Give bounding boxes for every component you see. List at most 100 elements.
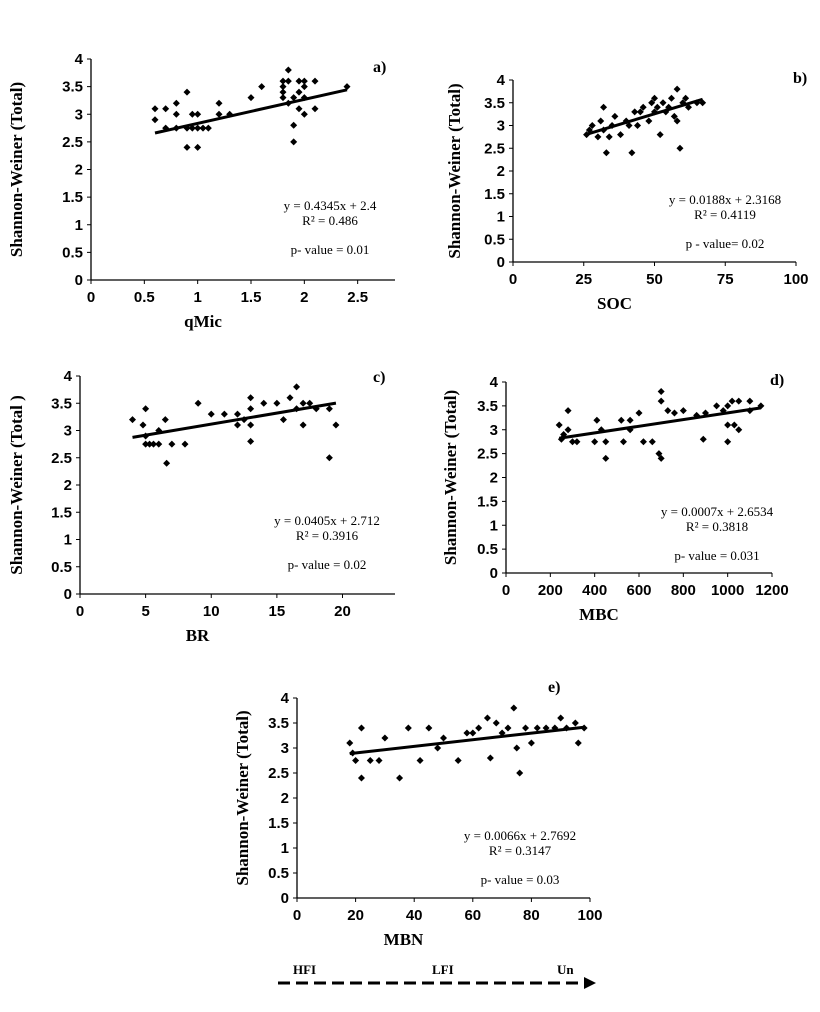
trend-line: [349, 725, 585, 756]
data-point: [434, 744, 442, 752]
data-point: [381, 734, 389, 742]
x-tick-label: 1200: [755, 582, 788, 599]
trend-line: [132, 401, 337, 439]
x-tick-label: 0: [509, 271, 517, 288]
y-tick-label: 1.5: [62, 189, 83, 206]
p-value: p- value = 0.03: [481, 872, 560, 887]
x-tick-label: 50: [646, 271, 663, 288]
x-tick-label: 20: [347, 907, 364, 924]
x-tick-label: 1: [193, 289, 201, 306]
data-point: [670, 112, 678, 120]
footer-lfi: LFI: [432, 962, 454, 977]
data-point: [279, 77, 287, 85]
x-tick-label: 75: [717, 271, 734, 288]
data-point: [557, 714, 565, 722]
data-point: [142, 405, 150, 413]
x-tick-label: 60: [464, 907, 481, 924]
regression-equation: y = 0.0066x + 2.7692: [464, 828, 576, 843]
data-point: [194, 110, 202, 118]
data-point: [454, 757, 462, 764]
y-axis-label: Shannon-Weiner (Total): [445, 83, 464, 258]
data-point: [279, 83, 287, 91]
y-tick-label: 4: [490, 374, 499, 391]
p-value: p - value= 0.02: [686, 236, 765, 251]
data-point: [172, 99, 180, 107]
data-point: [628, 149, 636, 157]
y-tick-label: 2: [64, 477, 72, 494]
data-point: [207, 410, 215, 418]
data-point: [597, 117, 605, 125]
y-tick-label: 1: [281, 840, 289, 857]
data-point: [676, 144, 684, 152]
y-tick-label: 2.5: [51, 450, 72, 467]
data-point: [635, 409, 643, 417]
data-point: [357, 774, 365, 782]
x-tick-label: 0.5: [134, 289, 155, 306]
r-squared: R² = 0.4119: [694, 207, 756, 222]
x-tick-label: 100: [577, 907, 602, 924]
data-point: [636, 108, 644, 116]
x-tick-label: 800: [671, 582, 696, 599]
y-axis-label: Shannon-Weiner (Total): [7, 82, 26, 257]
regression-equation: y = 0.4345x + 2.4: [284, 198, 377, 213]
data-point: [151, 105, 159, 113]
data-point: [375, 757, 383, 764]
p-value: p- value = 0.031: [674, 548, 759, 563]
y-tick-label: 0: [281, 890, 289, 907]
y-tick-label: 0.5: [268, 865, 289, 882]
data-point: [588, 122, 596, 129]
y-tick-label: 3.5: [484, 95, 505, 112]
data-point: [617, 131, 625, 139]
x-tick-label: 15: [269, 603, 286, 620]
data-point: [181, 440, 189, 448]
data-point: [194, 124, 202, 132]
data-point: [657, 388, 665, 396]
data-point: [679, 407, 687, 415]
regression-equation: y = 0.0188x + 2.3168: [669, 192, 781, 207]
data-point: [247, 421, 255, 429]
data-point: [657, 397, 665, 405]
data-point: [220, 410, 228, 418]
r-squared: R² = 0.486: [302, 213, 358, 228]
y-tick-label: 0: [490, 565, 498, 582]
data-point: [204, 124, 212, 132]
data-point: [183, 143, 191, 151]
data-point: [486, 754, 494, 762]
data-point: [591, 438, 599, 446]
y-tick-label: 1.5: [51, 504, 72, 521]
data-point: [440, 734, 447, 742]
panel-label: c): [373, 369, 385, 386]
data-point: [728, 397, 736, 405]
data-point: [290, 138, 298, 146]
data-point: [286, 394, 294, 402]
y-tick-label: 2: [490, 470, 498, 487]
data-point: [366, 757, 374, 764]
data-point: [564, 426, 572, 434]
data-point: [492, 719, 500, 727]
y-tick-label: 1: [75, 217, 83, 234]
data-point: [295, 77, 303, 85]
data-point: [619, 438, 627, 446]
trend-line: [558, 406, 762, 440]
data-point: [146, 440, 154, 448]
y-tick-label: 0.5: [51, 559, 72, 576]
data-point: [673, 117, 681, 125]
data-point: [682, 94, 690, 102]
data-point: [475, 724, 483, 732]
data-point: [639, 103, 647, 111]
data-point: [469, 729, 477, 737]
y-tick-label: 1: [64, 532, 72, 549]
x-tick-label: 2.5: [347, 289, 368, 306]
y-tick-label: 4: [64, 368, 73, 385]
data-point: [404, 724, 412, 732]
x-tick-label: 80: [523, 907, 540, 924]
data-point: [605, 133, 613, 141]
x-tick-label: 400: [582, 582, 607, 599]
data-point: [325, 405, 333, 413]
data-point: [155, 440, 163, 448]
y-tick-label: 0.5: [62, 244, 83, 261]
x-tick-label: 10: [203, 603, 220, 620]
data-point: [247, 405, 255, 413]
x-tick-label: 0: [502, 582, 510, 599]
